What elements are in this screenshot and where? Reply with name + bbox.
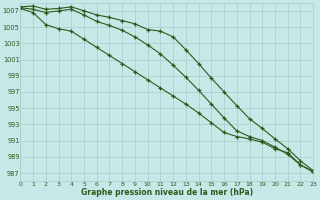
X-axis label: Graphe pression niveau de la mer (hPa): Graphe pression niveau de la mer (hPa) xyxy=(81,188,253,197)
